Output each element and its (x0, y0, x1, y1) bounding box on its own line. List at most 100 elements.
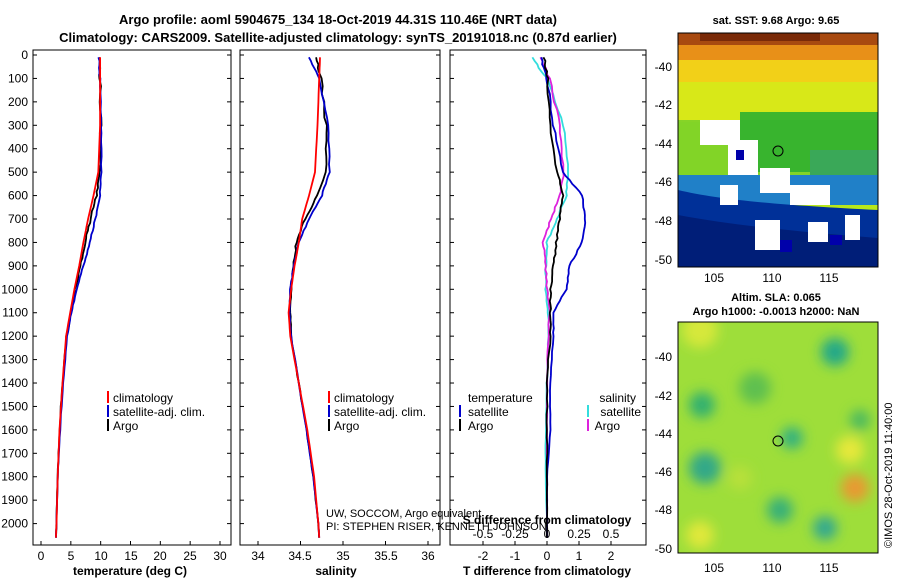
legend-label-climatology-2: climatology (334, 391, 394, 405)
temperature-xlabel: temperature (deg C) (73, 564, 187, 578)
temperature-profile-lines (55, 57, 103, 538)
sal-line-argo (289, 57, 328, 538)
salinity-diff-label: S difference from climatology (463, 513, 632, 527)
sla-map-title-2: Argo h1000: -0.0013 h2000: NaN (693, 306, 860, 318)
depth-tick-label-800: 800 (8, 235, 28, 249)
difference-panel-frame (449, 49, 647, 546)
depth-tick-label-0: 0 (21, 48, 28, 62)
sdiff-tick-m05: -0.5 (473, 527, 494, 541)
diff-xtick-m2: -2 (478, 549, 489, 563)
depth-tick-label-400: 400 (8, 142, 28, 156)
diff-xtick-2: 2 (608, 549, 615, 563)
temperature-legend: climatology satellite-adj. clim. Argo (107, 391, 205, 433)
sal-xtick-34-5: 34.5 (288, 549, 312, 563)
temp-xtick-5: 5 (68, 549, 75, 563)
temp-line-argo (55, 57, 103, 538)
depth-tick-label-1100: 1100 (2, 306, 28, 320)
sla-ytick-50: -50 (655, 542, 673, 556)
sst-ytick-42: -42 (655, 98, 673, 112)
depth-tick-label-600: 600 (8, 189, 28, 203)
sla-argo-marker (772, 435, 784, 447)
temp-line-climatology (55, 57, 101, 538)
diff-xtick-0: 0 (544, 549, 551, 563)
temp-line-satellite-adj-clim- (55, 57, 103, 538)
temperature-panel-frame (32, 49, 232, 546)
sal-xtick-35: 35 (336, 549, 350, 563)
legend-swatch-s-argo (587, 419, 589, 431)
legend-label-satellite: satellite-adj. clim. (113, 405, 205, 419)
sal-xtick-34: 34 (251, 549, 265, 563)
depth-tick-label-900: 900 (8, 259, 28, 273)
sla-map-title-1: Altim. SLA: 0.065 (731, 292, 821, 304)
depth-tick-label-500: 500 (8, 165, 28, 179)
difference-x-ticks: -2 -1 0 1 2 (478, 549, 615, 563)
sst-argo-marker (772, 145, 784, 157)
legend-label-salinity: salinity (599, 391, 636, 405)
depth-tick-label-1500: 1500 (1, 399, 28, 413)
depth-tick-label-100: 100 (8, 71, 28, 85)
legend-label-t-satellite: satellite (468, 405, 509, 419)
salinity-x-ticks: 34 34.5 35 35.5 36 (251, 549, 435, 563)
sla-map-frame (677, 321, 879, 554)
sla-x-ticks: 105 110 115 (704, 561, 839, 575)
legend-label-climatology: climatology (113, 391, 173, 405)
legend-swatch-climatology (107, 391, 109, 403)
temperature-x-ticks: 0 5 10 15 20 25 30 (38, 549, 227, 563)
depth-tick-label-1600: 1600 (1, 423, 28, 437)
sdiff-tick-025: 0.25 (567, 527, 591, 541)
sla-xtick-110: 110 (762, 561, 781, 575)
depth-tick-label-1400: 1400 (1, 376, 28, 390)
depth-tick-label-1300: 1300 (1, 353, 28, 367)
sdiff-tick-05: 0.5 (603, 527, 620, 541)
sst-map-frame (677, 32, 879, 268)
salinity-xlabel: salinity (315, 564, 357, 578)
sst-x-ticks: 105 110 115 (704, 271, 839, 285)
sla-y-ticks: -40 -42 -44 -46 -48 -50 (655, 350, 673, 556)
legend-label-temperature: temperature (468, 391, 533, 405)
salinity-diff-ticks: -0.5 -0.25 0 0.25 0.5 (473, 527, 620, 541)
salinity-profile-lines (287, 56, 331, 538)
sla-ytick-48: -48 (655, 503, 673, 517)
sla-ytick-46: -46 (655, 465, 673, 479)
legend-label-s-argo: Argo (595, 419, 621, 433)
sdiff-tick-m025: -0.25 (501, 527, 529, 541)
sst-map (678, 33, 878, 267)
difference-profile-lines (531, 56, 587, 538)
sst-xtick-105: 105 (704, 271, 724, 285)
sst-xtick-110: 110 (762, 271, 781, 285)
depth-tick-label-1000: 1000 (1, 282, 28, 296)
depth-tick-label-2000: 2000 (1, 517, 28, 531)
difference-xlabel: T difference from climatology (463, 564, 631, 578)
figure-title-line1: Argo profile: aoml 5904675_134 18-Oct-20… (119, 12, 557, 27)
sst-ytick-46: -46 (655, 175, 673, 189)
sla-xtick-105: 105 (704, 561, 724, 575)
diff-line-temperature-satellite (540, 56, 587, 538)
legend-label-satellite-2: satellite-adj. clim. (334, 405, 426, 419)
sst-ytick-48: -48 (655, 214, 673, 228)
legend-swatch-climatology-2 (328, 391, 330, 403)
sst-y-ticks: -40 -42 -44 -46 -48 -50 (655, 60, 673, 267)
depth-tick-label-200: 200 (8, 95, 28, 109)
sla-xtick-115: 115 (819, 561, 838, 575)
annotation-pi: PI: STEPHEN RISER, KENNETH JOHNSON (326, 521, 547, 533)
diff-line-temperature-argo (542, 56, 565, 538)
temp-xtick-30: 30 (213, 549, 227, 563)
legend-swatch-argo-2 (328, 419, 330, 431)
legend-swatch-t-satellite (459, 405, 461, 417)
sla-ytick-40: -40 (655, 350, 673, 364)
sla-ytick-42: -42 (655, 389, 673, 403)
temp-xtick-15: 15 (124, 549, 138, 563)
axis-ticks (33, 54, 646, 545)
legend-swatch-satellite (107, 405, 109, 417)
annotation-uw: UW, SOCCOM, Argo equivalent (326, 508, 481, 520)
depth-tick-label-1700: 1700 (1, 446, 28, 460)
depth-tick-label-1800: 1800 (1, 470, 28, 484)
sal-xtick-36: 36 (421, 549, 435, 563)
legend-label-t-argo: Argo (468, 419, 494, 433)
temp-xtick-10: 10 (94, 549, 108, 563)
depth-axis: 0 100 200 300 400 500 600 700 800 900 1000 1100 1200… (1, 48, 28, 531)
difference-legend: temperature satellite Argo salinity sate… (459, 391, 641, 433)
diff-xtick-m1: -1 (510, 549, 521, 563)
depth-tick-label-700: 700 (8, 212, 28, 226)
